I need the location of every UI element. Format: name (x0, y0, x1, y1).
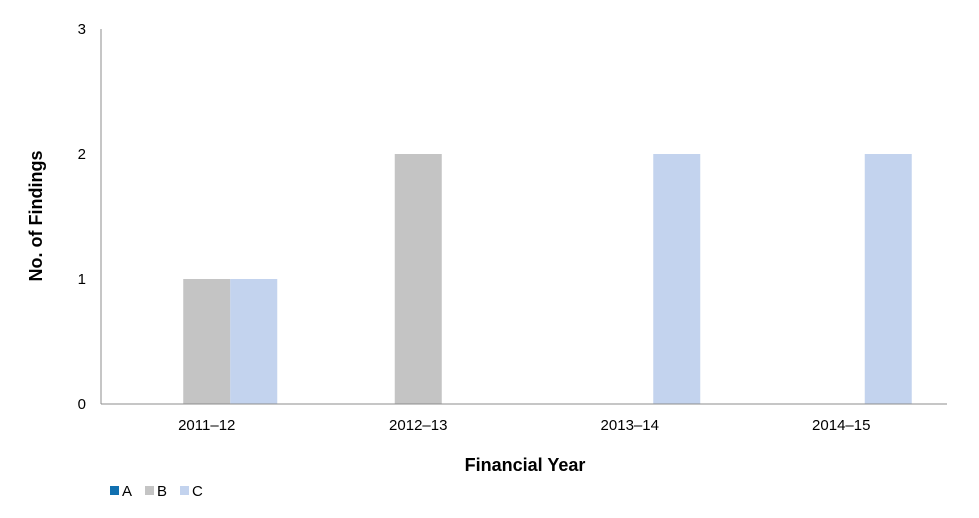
legend-swatch-B (145, 486, 154, 495)
y-tick-label: 1 (78, 271, 86, 288)
bar-C-0 (230, 279, 278, 404)
bar-C-3 (864, 154, 912, 404)
x-tick-labels: 2011–12 2012–13 2013–14 2014–15 (178, 417, 870, 434)
x-tick-label: 2012–13 (389, 417, 447, 434)
x-axis-title: Financial Year (465, 455, 586, 475)
legend-swatch-C (180, 486, 189, 495)
y-tick-labels: 0 1 2 3 (78, 21, 86, 413)
legend-swatch-A (110, 486, 119, 495)
y-tick-label: 3 (78, 21, 86, 38)
y-axis-title: No. of Findings (26, 151, 46, 282)
x-tick-label: 2011–12 (178, 417, 235, 434)
bar-B-0 (183, 279, 231, 404)
legend-label-B: B (157, 483, 167, 500)
legend-label-C: C (192, 483, 203, 500)
y-tick-label: 2 (78, 146, 86, 163)
bar-B-1 (394, 154, 442, 404)
legend-label-A: A (122, 483, 132, 500)
x-tick-label: 2014–15 (812, 417, 870, 434)
bars-group (183, 154, 912, 404)
bar-C-2 (653, 154, 701, 404)
y-tick-label: 0 (78, 396, 86, 413)
legend: A B C (110, 483, 203, 500)
x-tick-label: 2013–14 (601, 417, 659, 434)
